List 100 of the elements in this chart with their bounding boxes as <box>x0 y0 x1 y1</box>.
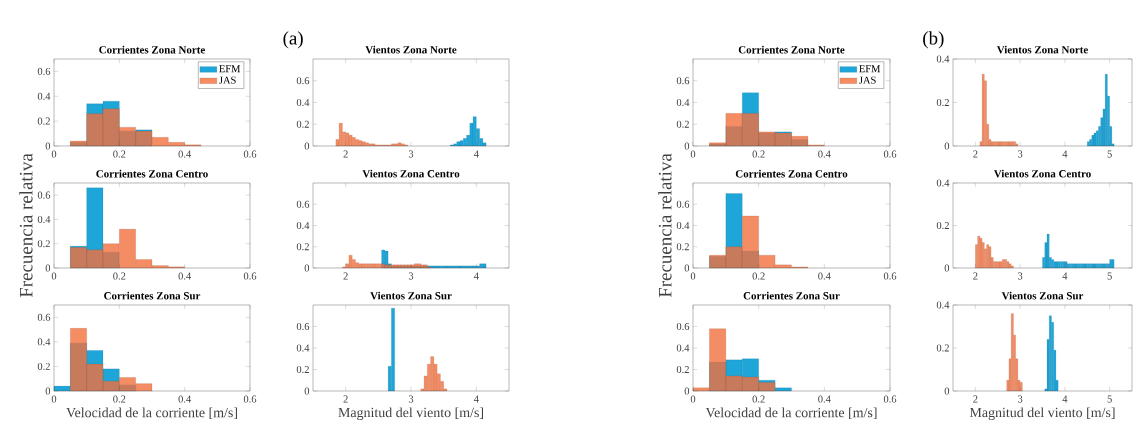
text: (a) <box>283 31 303 49</box>
y-tick-label: 0 <box>944 264 950 272</box>
x-tick-label: 0.6 <box>243 272 257 280</box>
x-tick-label: 0.2 <box>752 395 765 403</box>
y-tick-label: 0.6 <box>296 200 310 208</box>
y-tick-label: 0.4 <box>676 344 690 352</box>
x-tick-label: 4 <box>1062 272 1068 280</box>
x-tick-label: 5 <box>1107 395 1112 403</box>
y-tick-label: 0.4 <box>37 92 51 100</box>
y-tick-label: 0.4 <box>37 338 51 346</box>
x-tick-label: 0.6 <box>243 395 257 403</box>
x-tick-label: 5 <box>1107 272 1112 280</box>
x-tick-label: 5 <box>1107 150 1112 158</box>
chart-title: Vientos Zona Norte <box>365 45 457 54</box>
y-tick-label: 0.2 <box>936 221 949 230</box>
y-tick-label: 0.2 <box>676 365 689 374</box>
y-tick-label: 0.2 <box>676 120 689 128</box>
y-tick-label: 0.6 <box>37 67 51 75</box>
x-tick-label: 0.2 <box>113 150 126 158</box>
x-tick-label: 0 <box>51 395 57 403</box>
y-tick-label: 0.4 <box>676 98 690 107</box>
x-tick-label: 0.6 <box>883 272 897 280</box>
x-tick-label: 2 <box>973 272 978 280</box>
y-tick-label: 0.4 <box>296 221 310 230</box>
y-tick-label: 0.6 <box>296 322 310 331</box>
chart-title: Vientos Zona Centro <box>993 169 1091 178</box>
chart-title: Vientos Zona Centro <box>362 169 460 178</box>
x-tick-label: 0.6 <box>883 150 897 158</box>
y-tick-label: 0.2 <box>296 120 309 128</box>
y-tick-label: 0.6 <box>296 77 310 85</box>
y-tick-label: 0 <box>684 142 690 150</box>
x-tick-label: 3 <box>408 395 414 403</box>
legend-label: JAS <box>859 76 876 84</box>
x-tick-label: 4 <box>473 150 479 158</box>
x-tick-label: 3 <box>1018 150 1023 158</box>
y-tick-label: 0.2 <box>37 240 50 248</box>
y-tick-label: 0.2 <box>936 98 949 107</box>
y-tick-label: 0.4 <box>296 98 310 107</box>
y-axis-title: Frecuencia relativa <box>658 153 672 298</box>
y-tick-label: 0.2 <box>296 365 309 374</box>
y-tick-label: 0 <box>45 264 51 272</box>
y-tick-label: 0.2 <box>296 243 309 251</box>
y-tick-label: 0.6 <box>37 313 51 321</box>
y-tick-label: 0 <box>304 387 310 395</box>
x-tick-label: 0.4 <box>178 272 192 280</box>
y-tick-label: 0 <box>304 264 310 272</box>
x-tick-label: 0.2 <box>752 150 765 158</box>
x-tick-label: 0 <box>51 272 57 280</box>
y-tick-label: 0 <box>304 142 310 150</box>
x-tick-label: 2 <box>973 150 978 158</box>
y-tick-label: 0 <box>944 387 950 395</box>
y-tick-label: 0.4 <box>936 179 950 187</box>
text: (b) <box>923 31 944 49</box>
x-tick-label: 4 <box>473 272 479 280</box>
x-tick-label: 0.6 <box>243 150 257 158</box>
y-tick-label: 0.2 <box>936 344 949 352</box>
x-tick-label: 2 <box>343 395 348 403</box>
chart-title: Corrientes Zona Norte <box>99 45 205 54</box>
x-tick-label: 3 <box>1018 272 1023 280</box>
chart-title: Vientos Zona Sur <box>1001 291 1084 300</box>
y-tick-label: 0 <box>45 387 51 395</box>
x-tick-label: 0.6 <box>883 395 897 403</box>
y-tick-label: 0 <box>684 264 690 272</box>
x-tick-label: 2 <box>973 395 978 403</box>
x-tick-label: 4 <box>1062 150 1068 158</box>
y-tick-label: 0.6 <box>676 322 690 331</box>
x-tick-label: 3 <box>408 272 414 280</box>
legend-label: JAS <box>219 76 236 84</box>
y-tick-label: 0 <box>45 142 51 150</box>
legend-label: EFM <box>859 65 881 73</box>
x-tick-label: 2 <box>343 150 348 158</box>
x-tick-label: 0.2 <box>752 272 765 280</box>
x-tick-label: 0.2 <box>113 395 126 403</box>
chart-title: Corrientes Zona Centro <box>735 169 848 178</box>
x-tick-label: 0 <box>690 272 696 280</box>
y-tick-label: 0.6 <box>37 191 51 199</box>
y-tick-label: 0 <box>684 387 690 395</box>
x-tick-label: 0.4 <box>178 395 192 403</box>
y-tick-label: 0.6 <box>676 200 690 208</box>
x-tick-label: 0.4 <box>178 150 192 158</box>
y-tick-label: 0.2 <box>37 362 50 370</box>
x-axis-title: Magnitud del viento [m/s] <box>338 407 484 421</box>
y-tick-label: 0.4 <box>936 301 950 309</box>
y-tick-label: 0.2 <box>676 243 689 251</box>
x-tick-label: 2 <box>343 272 348 280</box>
x-tick-label: 0.4 <box>818 395 831 403</box>
x-tick-label: 0 <box>690 150 696 158</box>
x-axis-title: Velocidad de la corriente [m/s] <box>705 407 877 419</box>
x-axis-title: Velocidad de la corriente [m/s] <box>66 407 237 419</box>
chart-title: Vientos Zona Norte <box>996 45 1088 54</box>
chart-title: Corrientes Zona Sur <box>743 291 840 300</box>
x-tick-label: 3 <box>408 150 414 158</box>
legend-label: EFM <box>219 65 241 73</box>
x-axis-title: Magnitud del viento [m/s] <box>969 407 1115 421</box>
x-tick-label: 3 <box>1018 395 1023 403</box>
x-tick-label: 0.4 <box>818 272 831 280</box>
chart-title: Corrientes Zona Centro <box>96 169 208 178</box>
chart-title: Corrientes Zona Norte <box>738 45 845 54</box>
y-axis-title: Frecuencia relativa <box>19 153 33 298</box>
y-tick-label: 0.2 <box>37 117 50 125</box>
